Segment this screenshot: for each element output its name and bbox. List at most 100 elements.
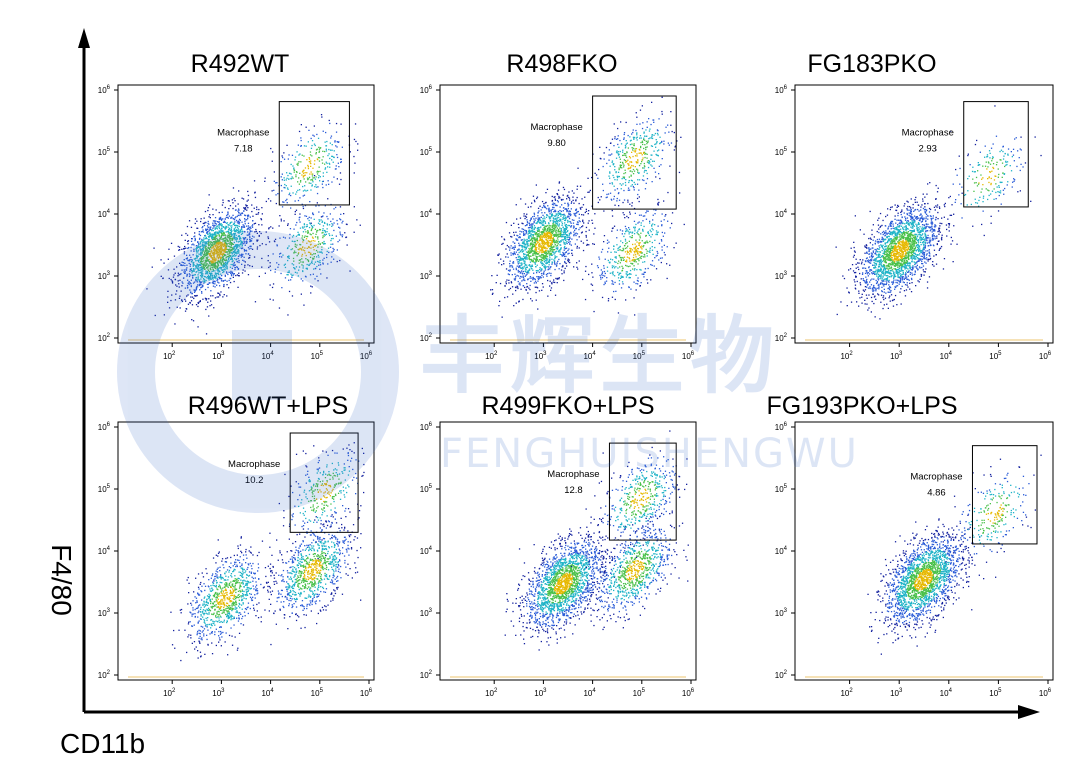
event-point <box>209 229 211 231</box>
event-point <box>324 141 326 143</box>
event-point <box>209 217 211 219</box>
event-point <box>629 277 631 279</box>
event-point <box>633 233 636 235</box>
event-point <box>573 225 575 227</box>
event-point <box>524 260 526 262</box>
event-point <box>642 261 644 263</box>
event-point <box>534 280 537 282</box>
event-point <box>222 249 224 251</box>
event-point <box>545 192 547 194</box>
event-point <box>663 140 665 142</box>
event-point <box>638 239 641 241</box>
event-point <box>534 239 536 241</box>
event-point <box>661 231 663 234</box>
event-point <box>214 236 216 238</box>
event-point <box>582 242 585 244</box>
event-point <box>541 212 543 214</box>
event-point <box>281 173 283 175</box>
event-point <box>222 296 224 298</box>
event-point <box>227 231 230 233</box>
event-point <box>538 255 540 257</box>
event-point <box>539 205 541 207</box>
event-point <box>230 232 232 234</box>
event-point <box>578 220 580 222</box>
event-point <box>323 243 325 245</box>
event-point <box>230 271 232 274</box>
event-point <box>568 241 570 243</box>
event-point <box>302 238 304 241</box>
event-point <box>279 253 281 255</box>
event-point <box>533 250 535 252</box>
event-point <box>203 266 206 269</box>
event-point <box>293 260 295 262</box>
event-point <box>309 223 312 225</box>
event-point <box>308 129 310 131</box>
event-point <box>556 220 558 223</box>
event-point <box>556 235 558 237</box>
event-point <box>551 258 553 260</box>
event-point <box>238 220 240 222</box>
event-point <box>644 261 646 263</box>
event-point <box>224 255 226 257</box>
event-point <box>292 234 295 237</box>
event-point <box>550 237 553 239</box>
event-point <box>538 247 540 250</box>
event-point <box>330 135 333 137</box>
event-point <box>612 164 615 166</box>
event-point <box>318 264 320 266</box>
event-point <box>544 242 546 244</box>
event-point <box>611 267 614 269</box>
event-point <box>204 235 206 237</box>
event-point <box>621 178 623 180</box>
event-point <box>237 214 239 216</box>
event-point <box>204 242 206 245</box>
event-point <box>205 244 207 246</box>
event-point <box>212 224 214 226</box>
event-point <box>211 263 214 265</box>
event-point <box>646 279 648 281</box>
event-point <box>538 220 540 222</box>
event-point <box>204 268 206 270</box>
event-point <box>562 254 565 256</box>
event-point <box>209 228 212 230</box>
event-point <box>635 249 638 251</box>
event-point <box>547 235 550 237</box>
event-point <box>195 265 197 267</box>
event-point <box>565 227 567 230</box>
event-point <box>521 242 524 244</box>
event-point <box>226 280 228 282</box>
event-point <box>554 281 556 284</box>
event-point <box>515 302 517 304</box>
event-point <box>244 214 246 216</box>
event-point <box>542 259 544 262</box>
event-point <box>197 265 200 267</box>
event-point <box>325 131 327 134</box>
event-point <box>212 236 214 238</box>
event-point <box>531 224 533 226</box>
event-point <box>229 243 231 245</box>
event-point <box>296 163 298 165</box>
event-point <box>578 236 580 238</box>
event-point <box>231 271 233 273</box>
event-point <box>553 221 555 223</box>
event-point <box>226 255 229 258</box>
panel-grid: R492WT102103104105106102103104105106Macr… <box>98 50 1054 698</box>
event-point <box>567 249 569 252</box>
event-point <box>251 238 253 240</box>
event-point <box>208 282 210 284</box>
event-point <box>554 249 556 251</box>
event-point <box>539 236 541 238</box>
event-point <box>532 249 534 252</box>
event-point <box>232 274 235 276</box>
event-point <box>540 272 543 275</box>
event-point <box>222 245 225 248</box>
event-point <box>641 161 643 163</box>
event-point <box>546 236 548 239</box>
event-point <box>190 256 192 259</box>
event-point <box>287 174 289 177</box>
event-point <box>212 233 214 236</box>
event-point <box>201 256 204 258</box>
event-point <box>651 134 653 136</box>
event-point <box>218 230 220 233</box>
event-point <box>328 148 330 151</box>
